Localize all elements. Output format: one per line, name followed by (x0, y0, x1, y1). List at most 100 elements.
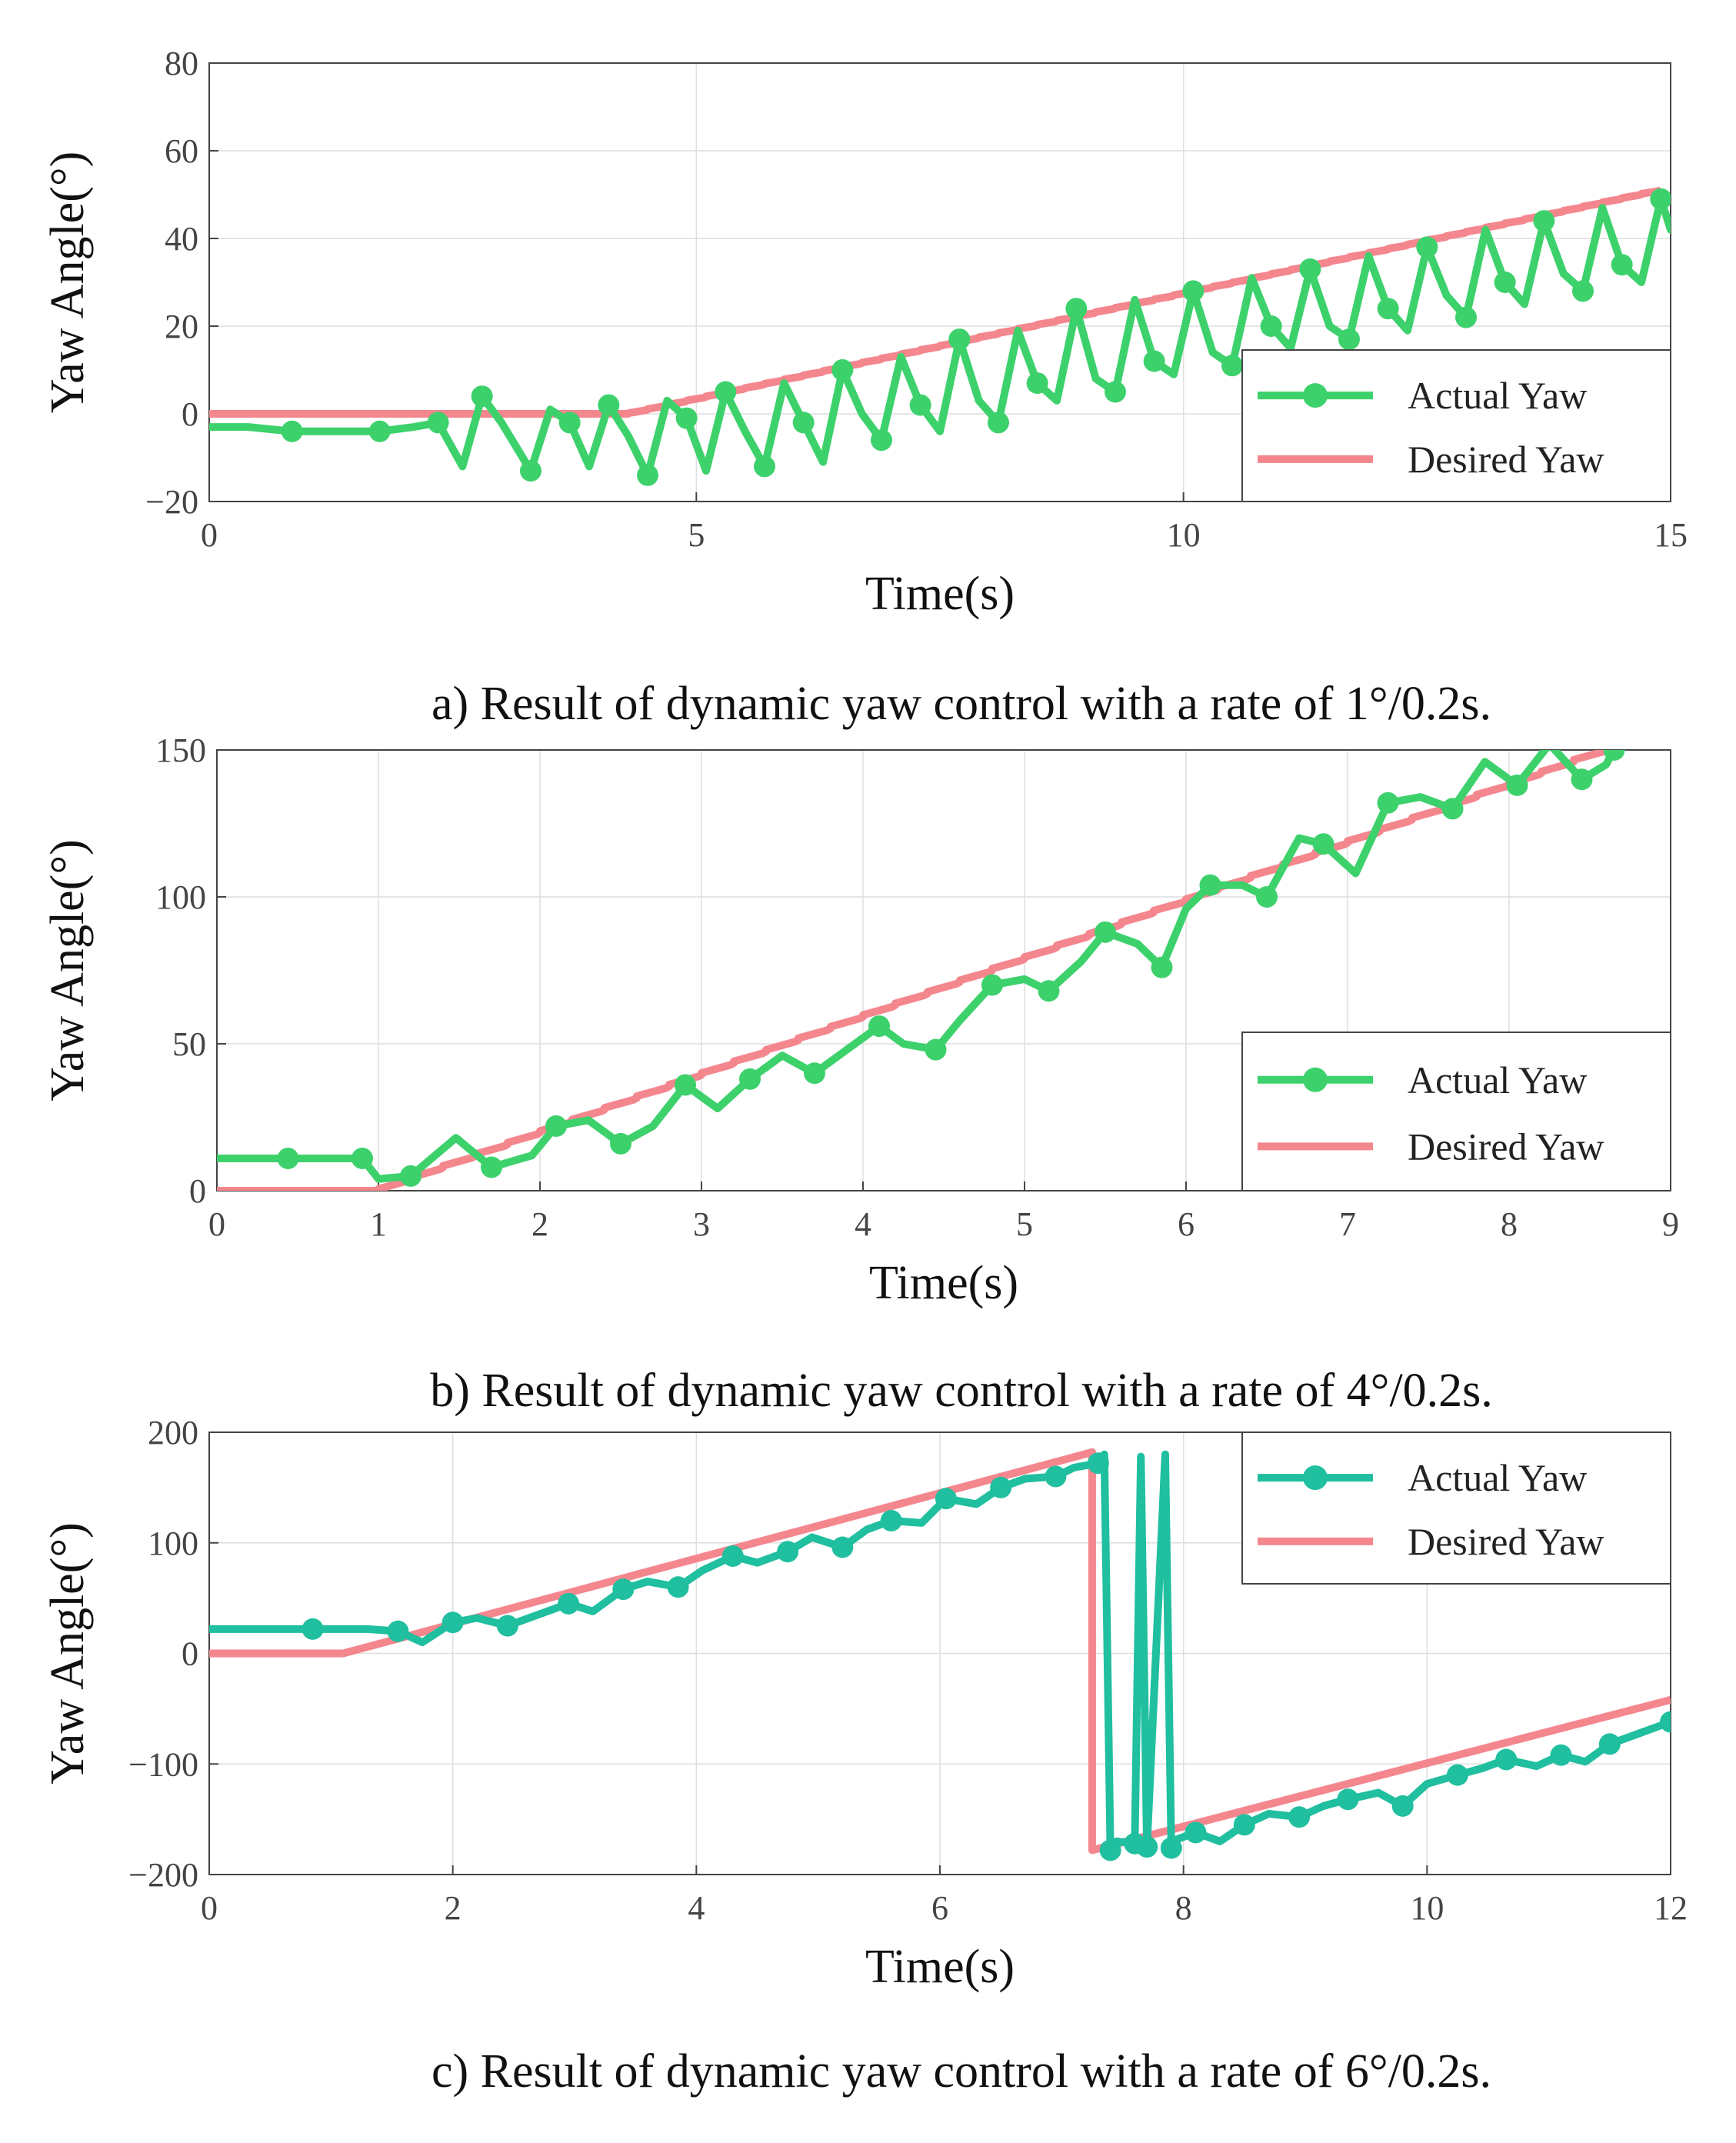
x-tick-label: 2 (445, 1889, 461, 1927)
x-tick-label: 9 (1662, 1205, 1679, 1243)
actual-yaw-marker (481, 1156, 502, 1178)
x-tick-label: 7 (1339, 1205, 1356, 1243)
plot-frame (216, 749, 1671, 1191)
actual-yaw-marker (1182, 280, 1205, 302)
actual-yaw-marker (1391, 1795, 1414, 1817)
actual-yaw-marker (715, 381, 737, 403)
legend-actual-marker (1303, 1067, 1328, 1092)
x-axis-label: Time(s) (865, 1941, 1015, 1993)
y-tick-label: 0 (182, 395, 198, 433)
actual-yaw-marker (675, 1074, 696, 1096)
actual-yaw-marker (1611, 254, 1633, 276)
actual-yaw-marker (1441, 798, 1464, 820)
actual-yaw-marker (558, 412, 581, 434)
y-axis-label: Yaw Angle(°) (42, 152, 94, 414)
actual-yaw-marker (1221, 355, 1243, 377)
actual-yaw-marker (935, 1488, 957, 1510)
actual-yaw-marker (754, 455, 775, 478)
y-tick-label: 0 (189, 1172, 206, 1210)
actual-yaw-marker (1377, 792, 1399, 814)
actual-yaw-marker (1288, 1806, 1311, 1828)
caption-c: c) Result of dynamic yaw control with a … (432, 2045, 1491, 2098)
actual-yaw-line (209, 1450, 1671, 1855)
actual-yaw-marker (1571, 768, 1593, 791)
actual-yaw-marker (1495, 1748, 1518, 1771)
x-tick-label: 6 (1178, 1205, 1195, 1243)
series-group (217, 750, 1625, 1191)
chart-c: 0 2 4 6 8 10 12 −200 −100 0 100 200 Time(s) Yaw Angle… (42, 1414, 1688, 1993)
actual-yaw-marker (612, 1578, 635, 1601)
actual-yaw-marker (1038, 980, 1060, 1002)
actual-yaw-marker (637, 464, 658, 486)
actual-yaw-marker (1160, 1837, 1182, 1859)
actual-yaw-marker (1598, 1733, 1621, 1755)
actual-yaw-marker (990, 1476, 1012, 1498)
y-tick-label: −200 (128, 1856, 198, 1894)
actual-yaw-marker (400, 1165, 422, 1187)
legend-actual-label: Actual Yaw (1408, 374, 1587, 417)
legend-actual-marker (1303, 1465, 1328, 1491)
legend-box (1241, 1431, 1671, 1585)
y-tick-label: −100 (128, 1745, 198, 1783)
x-tick-label: 2 (531, 1205, 548, 1243)
actual-yaw-marker (1260, 315, 1282, 337)
actual-yaw-marker (988, 412, 1009, 434)
actual-yaw-marker (352, 1147, 373, 1169)
legend: Actual Yaw Desired Yaw (1241, 349, 1671, 502)
actual-yaw-marker (368, 420, 391, 442)
y-tick-label: 100 (155, 878, 206, 916)
actual-yaw-marker (804, 1062, 825, 1085)
y-tick-label: −20 (145, 483, 198, 521)
actual-yaw-marker (441, 1611, 464, 1634)
actual-yaw-line (217, 750, 1618, 1183)
y-tick-label: 0 (182, 1635, 198, 1673)
legend: Actual Yaw Desired Yaw (1241, 1032, 1671, 1191)
x-tick-label: 5 (1016, 1205, 1033, 1243)
actual-yaw-marker (1650, 188, 1671, 210)
actual-yaw-marker (1143, 350, 1165, 372)
actual-yaw-marker (777, 1541, 799, 1563)
legend-desired-label: Desired Yaw (1408, 1520, 1604, 1563)
x-tick-label: 10 (1410, 1889, 1444, 1927)
actual-yaw-marker (277, 1147, 299, 1169)
actual-yaw-marker (558, 1592, 580, 1615)
actual-yaw-marker (721, 1545, 744, 1567)
caption-a: a) Result of dynamic yaw control with a … (432, 678, 1491, 730)
actual-yaw-marker (871, 429, 892, 452)
actual-yaw-marker (1095, 921, 1116, 943)
legend-box (1241, 1032, 1671, 1191)
actual-yaw-marker (496, 1615, 518, 1637)
y-tick-label: 200 (148, 1414, 198, 1451)
actual-yaw-marker (1087, 1452, 1109, 1475)
y-tick-label: 40 (165, 220, 198, 258)
actual-yaw-marker (868, 1015, 890, 1038)
x-tick-label: 15 (1654, 516, 1688, 554)
actual-yaw-marker (1446, 1764, 1468, 1786)
actual-yaw-marker (1455, 306, 1477, 328)
caption-b: b) Result of dynamic yaw control with a … (430, 1365, 1493, 1417)
x-tick-label: 0 (208, 1205, 225, 1243)
y-tick-label: 100 (148, 1525, 198, 1562)
actual-yaw-marker (1603, 750, 1625, 761)
legend-actual-marker (1303, 383, 1328, 408)
legend-actual-label: Actual Yaw (1408, 1456, 1587, 1499)
actual-yaw-marker (1185, 1821, 1207, 1844)
actual-yaw-marker (471, 385, 493, 408)
actual-yaw-marker (1256, 886, 1278, 908)
actual-yaw-marker (1506, 774, 1528, 796)
actual-yaw-marker (1494, 272, 1516, 293)
actual-yaw-marker (1377, 298, 1399, 320)
desired-yaw-line (209, 1448, 1671, 1855)
x-tick-label: 4 (688, 1889, 705, 1927)
x-tick-label: 0 (201, 516, 218, 554)
x-tick-label: 10 (1167, 516, 1201, 554)
actual-yaw-marker (1572, 280, 1594, 302)
actual-yaw-marker (667, 1576, 689, 1598)
actual-yaw-line (209, 195, 1671, 479)
actual-yaw-marker (1299, 258, 1321, 280)
actual-yaw-marker (1045, 1465, 1067, 1488)
chart-b: 0 1 2 3 4 5 6 7 8 9 0 50 100 150 Time(s) Yaw Angle(°) Ac… (42, 732, 1679, 1309)
x-axis-label: Time(s) (869, 1257, 1018, 1309)
x-tick-label: 1 (370, 1205, 387, 1243)
legend: Actual Yaw Desired Yaw (1241, 1431, 1671, 1585)
